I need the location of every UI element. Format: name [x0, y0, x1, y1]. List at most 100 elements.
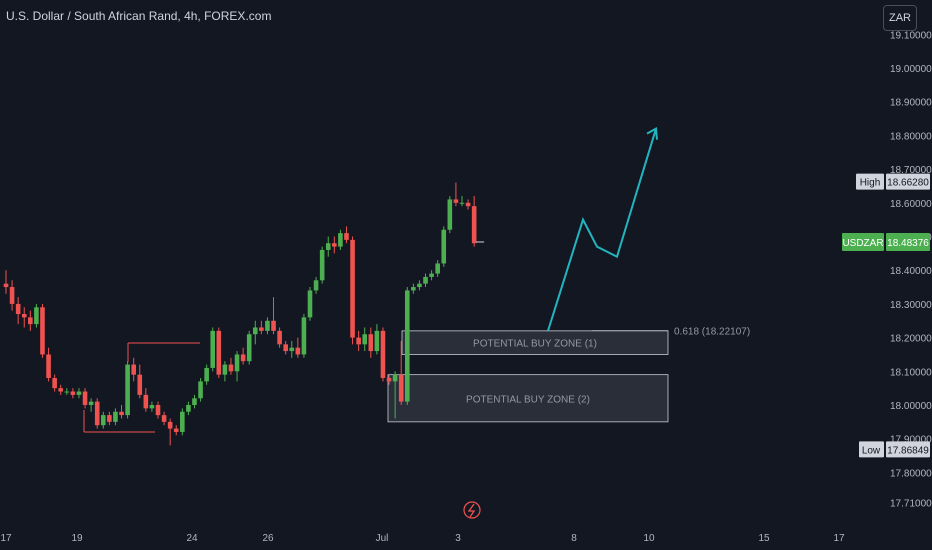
- lightning-icon: [463, 501, 481, 519]
- candle-body: [28, 317, 33, 325]
- price-tick: 19.10000: [890, 30, 932, 41]
- candle-body: [386, 378, 392, 382]
- candle-body: [155, 405, 161, 416]
- candle-up: [192, 394, 197, 409]
- candle-down: [155, 401, 161, 419]
- candle-down: [453, 182, 459, 207]
- candle-down: [465, 199, 471, 210]
- candle-body: [435, 263, 440, 274]
- candle-down: [240, 347, 246, 365]
- high-label: High: [860, 178, 881, 189]
- candle-body: [149, 405, 155, 409]
- time-tick: 24: [186, 533, 198, 544]
- candle-body: [107, 415, 112, 422]
- candle-up: [149, 401, 155, 412]
- price-tick: 18.20000: [890, 334, 932, 345]
- candle-up: [100, 411, 106, 429]
- high-value-box: [886, 173, 930, 190]
- candle-up: [362, 327, 368, 352]
- candle-down: [131, 357, 136, 382]
- time-axis[interactable]: 17 19 24 26 Jul 3 8 10 15 17: [0, 533, 845, 544]
- price-tick: 17.90000: [890, 435, 932, 446]
- candle-body: [246, 334, 252, 362]
- currency-button[interactable]: ZAR: [883, 5, 917, 31]
- candle-body: [52, 378, 57, 389]
- symbol-label: USDZAR: [842, 238, 883, 249]
- candle-down: [52, 374, 57, 392]
- candle-body: [350, 239, 355, 338]
- candle-body: [392, 374, 398, 382]
- candle-body: [143, 394, 149, 409]
- time-tick: 15: [758, 533, 770, 544]
- candle-up: [289, 340, 295, 358]
- candle-down: [46, 347, 51, 382]
- candle-down: [350, 236, 355, 345]
- candle-up: [252, 320, 258, 345]
- candle-up: [186, 401, 191, 416]
- symbol-title[interactable]: U.S. Dollar / South African Rand, 4h, FO…: [6, 9, 272, 23]
- candle-body: [216, 330, 222, 375]
- candle-body: [465, 202, 471, 207]
- candle-body: [173, 428, 179, 432]
- price-tick: 17.71000: [890, 499, 932, 510]
- candle-down: [259, 320, 264, 335]
- time-tick: 19: [71, 533, 83, 544]
- candle-body: [319, 249, 325, 281]
- candle-down: [368, 327, 374, 358]
- buy-zone-2-label: POTENTIAL BUY ZONE (2): [466, 394, 590, 405]
- candle-body: [344, 233, 349, 240]
- candle-body: [429, 273, 434, 277]
- time-tick: 3: [455, 533, 461, 544]
- candle-body: [167, 421, 173, 429]
- candle-body: [119, 411, 124, 416]
- candle-up: [204, 364, 209, 385]
- lightning-icon-ring: [463, 501, 481, 519]
- lightning-icon-bolt: [467, 503, 476, 518]
- candle-body: [34, 307, 39, 325]
- candle-body: [307, 290, 313, 318]
- candle-up: [88, 398, 94, 412]
- candle-down: [40, 303, 45, 358]
- symbol-value-box: [886, 232, 930, 251]
- price-tick: 18.10000: [890, 367, 932, 378]
- candle-up: [404, 287, 410, 405]
- candle-up: [76, 388, 82, 399]
- candle-down: [58, 384, 64, 395]
- buy-zone-1: [401, 330, 669, 355]
- candle-body: [417, 283, 422, 288]
- candle-up: [429, 270, 434, 281]
- candle-body: [131, 364, 136, 375]
- candle-up: [34, 303, 39, 328]
- candle-body: [441, 229, 447, 264]
- candle-body: [240, 354, 246, 362]
- candle-up: [447, 196, 453, 234]
- candle-up: [198, 378, 203, 402]
- time-tick: Jul: [376, 533, 389, 544]
- candle-up: [441, 226, 447, 267]
- price-tick: 18.30000: [890, 300, 932, 311]
- candle-body: [88, 401, 94, 405]
- price-axis[interactable]: 19.10000 19.00000 18.90000 18.80000 18.70000…: [890, 30, 932, 509]
- candle-body: [313, 280, 319, 291]
- symbol-label-box: [842, 232, 884, 251]
- low-label: Low: [862, 445, 881, 456]
- candle-body: [459, 202, 465, 204]
- candle-body: [411, 287, 416, 291]
- price-tick: 18.90000: [890, 98, 932, 109]
- candle-up: [64, 388, 70, 395]
- candle-body: [453, 199, 459, 203]
- candle-up: [246, 330, 252, 365]
- candle-body: [404, 290, 410, 402]
- time-tick: 17: [0, 533, 12, 544]
- candle-up: [180, 408, 185, 436]
- candle-body: [368, 334, 374, 352]
- candle-body: [423, 276, 428, 284]
- candle-body: [295, 347, 301, 355]
- candle-down: [161, 411, 167, 426]
- candle-up: [222, 361, 228, 382]
- candle-up: [411, 283, 416, 294]
- candle-down: [228, 357, 234, 375]
- candle-up: [265, 317, 270, 335]
- price-tick: 18.60000: [890, 199, 932, 210]
